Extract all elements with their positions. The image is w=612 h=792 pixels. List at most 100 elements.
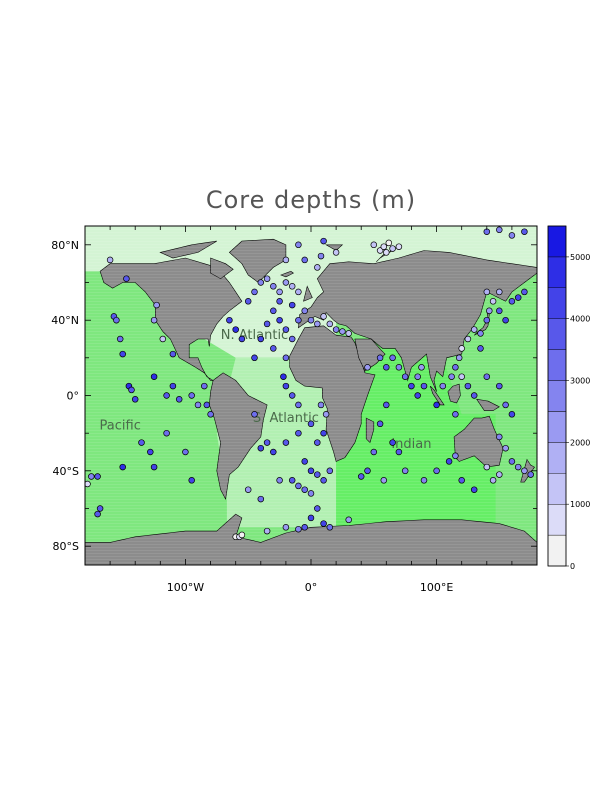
core-site-point bbox=[182, 448, 189, 456]
core-site-point bbox=[307, 316, 315, 324]
core-site-point bbox=[317, 401, 325, 409]
core-site-point bbox=[496, 288, 503, 296]
core-site-point bbox=[383, 401, 390, 409]
core-site-point bbox=[188, 392, 195, 399]
core-site-point bbox=[282, 326, 290, 333]
core-sites bbox=[85, 226, 534, 541]
core-site-point bbox=[458, 373, 465, 380]
core-site-point bbox=[295, 288, 302, 296]
core-site-point bbox=[470, 326, 478, 333]
core-site-point bbox=[128, 386, 135, 394]
core-site-point bbox=[301, 307, 308, 315]
y-tick-label: 40°N bbox=[51, 314, 79, 327]
core-site-point bbox=[194, 401, 202, 409]
core-site-point bbox=[288, 283, 296, 290]
core-site-point bbox=[326, 467, 334, 475]
core-site-point bbox=[445, 458, 453, 465]
core-site-point bbox=[153, 301, 160, 309]
core-site-point bbox=[314, 439, 321, 446]
core-site-point bbox=[169, 350, 177, 358]
core-site-point bbox=[433, 467, 440, 475]
colorbar-segment bbox=[547, 380, 567, 412]
core-site-point bbox=[322, 411, 330, 418]
core-site-point bbox=[452, 452, 459, 460]
colorbar-segment bbox=[547, 256, 567, 288]
core-site-point bbox=[496, 433, 503, 441]
core-site-point bbox=[159, 335, 167, 343]
core-site-point bbox=[376, 354, 384, 362]
core-site-point bbox=[502, 316, 509, 324]
core-site-point bbox=[332, 326, 340, 333]
core-site-point bbox=[401, 467, 409, 475]
core-site-point bbox=[244, 298, 252, 305]
core-site-point bbox=[295, 316, 302, 324]
core-site-point bbox=[251, 411, 258, 418]
core-site-point bbox=[314, 264, 321, 271]
region-label: Pacific bbox=[100, 418, 141, 433]
y-tick-label: 0° bbox=[67, 390, 80, 403]
core-site-point bbox=[477, 345, 484, 352]
core-site-point bbox=[364, 467, 371, 475]
core-site-point bbox=[150, 373, 158, 380]
core-site-point bbox=[401, 373, 409, 380]
core-site-point bbox=[295, 482, 302, 490]
core-site-point bbox=[414, 392, 421, 399]
core-site-point bbox=[307, 467, 315, 475]
core-site-point bbox=[320, 237, 327, 245]
core-site-point bbox=[514, 294, 522, 301]
core-site-point bbox=[502, 444, 509, 452]
colorbar-tick-label: 5000 bbox=[570, 253, 590, 262]
core-site-point bbox=[320, 520, 327, 527]
x-tick-label: 0° bbox=[305, 581, 318, 594]
colorbar-tick-label: 2000 bbox=[570, 438, 590, 447]
core-site-point bbox=[326, 524, 334, 531]
core-site-point bbox=[257, 279, 265, 286]
colorbar-segment bbox=[547, 225, 567, 258]
core-site-point bbox=[370, 448, 378, 456]
core-site-point bbox=[455, 354, 463, 362]
core-site-point bbox=[389, 439, 396, 446]
region-label: S. Atlantic bbox=[253, 411, 319, 426]
core-site-point bbox=[147, 448, 154, 456]
core-site-point bbox=[521, 228, 528, 235]
core-site-point bbox=[464, 382, 472, 390]
core-site-point bbox=[320, 477, 327, 484]
core-site-point bbox=[295, 525, 302, 533]
core-site-point bbox=[514, 463, 522, 471]
core-site-point bbox=[383, 364, 390, 371]
core-site-point bbox=[364, 364, 371, 371]
y-tick-label: 80°S bbox=[53, 540, 79, 553]
core-site-point bbox=[307, 420, 315, 428]
core-site-point bbox=[395, 243, 403, 250]
core-site-point bbox=[123, 275, 130, 282]
core-site-point bbox=[282, 354, 290, 362]
core-site-point bbox=[370, 241, 378, 249]
core-site-point bbox=[521, 467, 528, 475]
core-site-point bbox=[150, 316, 158, 324]
core-site-point bbox=[150, 463, 158, 471]
core-site-point bbox=[282, 439, 290, 446]
core-site-point bbox=[458, 345, 465, 352]
x-tick-label: 100°E bbox=[420, 581, 453, 594]
core-site-point bbox=[169, 382, 177, 390]
core-site-point bbox=[276, 288, 283, 296]
core-site-point bbox=[288, 392, 296, 399]
core-site-point bbox=[188, 477, 195, 484]
core-site-point bbox=[314, 320, 321, 328]
core-site-point bbox=[282, 279, 290, 286]
core-site-point bbox=[320, 429, 327, 437]
core-site-point bbox=[163, 392, 170, 399]
core-site-point bbox=[464, 335, 472, 343]
colorbar-segment bbox=[547, 349, 567, 381]
core-site-point bbox=[385, 239, 393, 247]
core-site-point bbox=[207, 411, 214, 418]
core-site-point bbox=[380, 477, 388, 484]
core-site-point bbox=[94, 510, 101, 518]
core-site-point bbox=[389, 354, 396, 362]
core-site-point bbox=[301, 256, 308, 264]
core-site-point bbox=[489, 477, 497, 484]
core-site-point bbox=[282, 382, 290, 390]
core-site-point bbox=[452, 411, 459, 418]
core-site-point bbox=[280, 373, 287, 380]
core-site-point bbox=[486, 307, 493, 315]
